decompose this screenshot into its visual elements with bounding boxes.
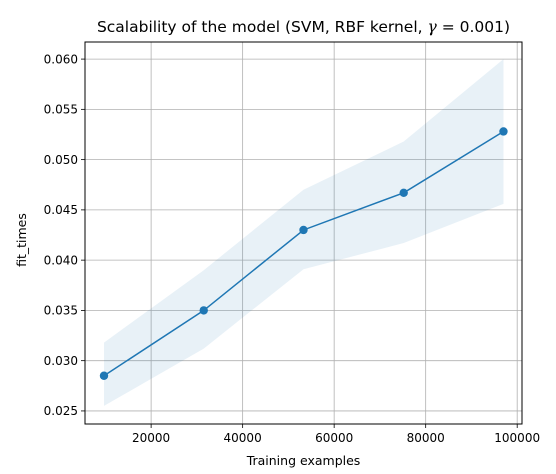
y-tick-label: 0.030 [44,354,78,368]
chart-title: Scalability of the model (SVM, RBF kerne… [97,18,510,36]
x-axis-ticks: 20000 40000 60000 80000 100000 [132,424,540,445]
x-tick-label: 40000 [224,431,262,445]
data-point [499,127,508,136]
x-tick-label: 20000 [132,431,170,445]
plot-frame [84,41,523,425]
y-axis-ticks: 0.025 0.030 0.035 0.040 0.045 0.050 0.055 0.060 [44,52,85,418]
x-axis-label: Training examples [246,453,361,468]
data-points [99,127,508,380]
x-tick-label: 100000 [494,431,540,445]
x-tick-label: 80000 [407,431,445,445]
y-tick-label: 0.050 [44,153,78,167]
data-point [99,371,109,380]
y-tick-label: 0.040 [44,253,78,267]
y-tick-label: 0.055 [44,103,78,117]
data-point [299,225,308,235]
y-tick-label: 0.045 [44,203,78,217]
x-tick-label: 60000 [315,431,353,445]
y-tick-label: 0.060 [44,52,78,66]
y-tick-label: 0.035 [44,304,78,318]
y-tick-label: 0.025 [44,404,78,418]
grid [85,42,522,424]
y-axis-label: fit_times [14,213,29,267]
data-point [399,188,408,197]
data-point [199,306,208,315]
